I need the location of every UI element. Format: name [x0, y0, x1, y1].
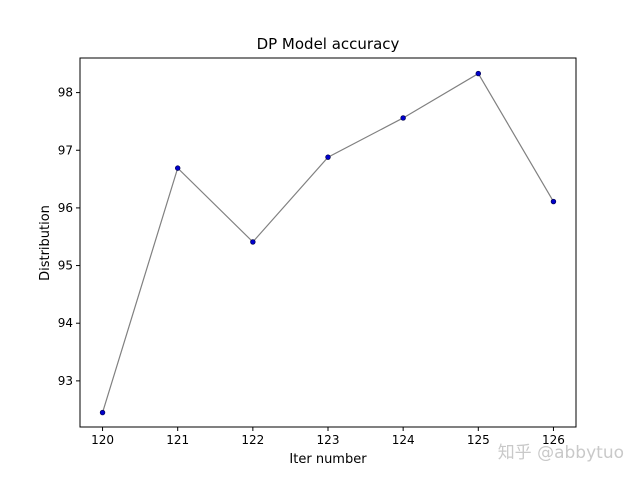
x-axis-label: Iter number	[289, 452, 367, 467]
data-point	[325, 154, 331, 160]
data-point	[550, 198, 557, 205]
plot-frame	[79, 57, 577, 428]
x-tick-label: 120	[91, 433, 114, 447]
y-tick-label: 95	[58, 259, 73, 273]
x-tick-label: 122	[241, 433, 264, 447]
data-point	[250, 239, 256, 245]
x-tick-label: 126	[542, 433, 565, 447]
watermark-text: 知乎 @abbytuo	[498, 443, 624, 463]
x-tick-label: 125	[467, 433, 490, 447]
plot-area: 120 121 122 123 124 125 126 93 94 95 96 97 98	[58, 70, 565, 447]
x-tick-label: 121	[166, 433, 189, 447]
y-axis-label: Distribution	[38, 205, 53, 281]
y-tick-label: 93	[58, 374, 73, 388]
data-point	[400, 115, 406, 121]
x-tick-label: 124	[392, 433, 415, 447]
data-point	[475, 70, 482, 77]
x-tick-label: 123	[317, 433, 340, 447]
y-tick-label: 96	[58, 201, 73, 215]
data-point	[174, 165, 181, 171]
y-tick-label: 98	[58, 86, 73, 100]
data-point	[99, 409, 106, 416]
y-tick-label: 97	[58, 143, 73, 157]
series-line	[101, 72, 554, 413]
chart-title: DP Model accuracy	[257, 35, 400, 53]
y-tick-label: 94	[58, 316, 73, 330]
